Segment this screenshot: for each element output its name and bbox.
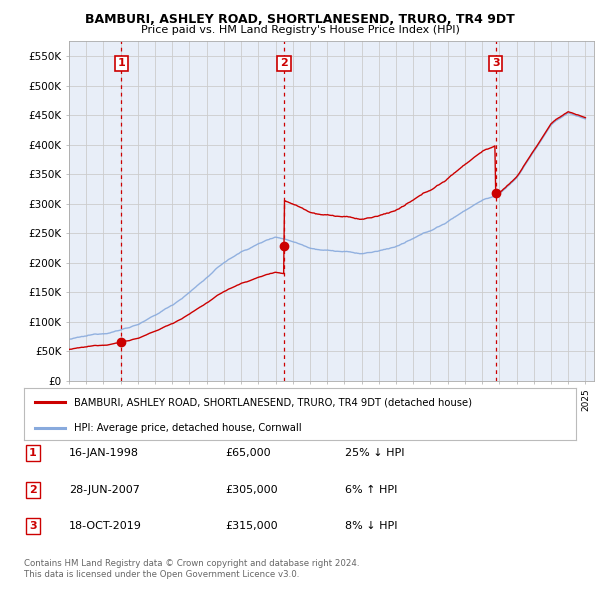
Text: 3: 3 (492, 58, 500, 68)
Text: £65,000: £65,000 (225, 448, 271, 458)
Text: 2: 2 (29, 485, 37, 494)
Text: 2: 2 (280, 58, 288, 68)
Text: 16-JAN-1998: 16-JAN-1998 (69, 448, 139, 458)
Text: HPI: Average price, detached house, Cornwall: HPI: Average price, detached house, Corn… (74, 423, 301, 433)
Text: 25% ↓ HPI: 25% ↓ HPI (345, 448, 404, 458)
Text: 28-JUN-2007: 28-JUN-2007 (69, 485, 140, 494)
Text: 8% ↓ HPI: 8% ↓ HPI (345, 522, 398, 531)
Text: £305,000: £305,000 (225, 485, 278, 494)
Text: 1: 1 (29, 448, 37, 458)
Text: Price paid vs. HM Land Registry's House Price Index (HPI): Price paid vs. HM Land Registry's House … (140, 25, 460, 35)
Text: Contains HM Land Registry data © Crown copyright and database right 2024.: Contains HM Land Registry data © Crown c… (24, 559, 359, 568)
Text: This data is licensed under the Open Government Licence v3.0.: This data is licensed under the Open Gov… (24, 571, 299, 579)
Text: £315,000: £315,000 (225, 522, 278, 531)
Text: 3: 3 (29, 522, 37, 531)
Text: BAMBURI, ASHLEY ROAD, SHORTLANESEND, TRURO, TR4 9DT: BAMBURI, ASHLEY ROAD, SHORTLANESEND, TRU… (85, 13, 515, 26)
Text: BAMBURI, ASHLEY ROAD, SHORTLANESEND, TRURO, TR4 9DT (detached house): BAMBURI, ASHLEY ROAD, SHORTLANESEND, TRU… (74, 397, 472, 407)
Text: 18-OCT-2019: 18-OCT-2019 (69, 522, 142, 531)
Text: 1: 1 (118, 58, 125, 68)
Text: 6% ↑ HPI: 6% ↑ HPI (345, 485, 397, 494)
